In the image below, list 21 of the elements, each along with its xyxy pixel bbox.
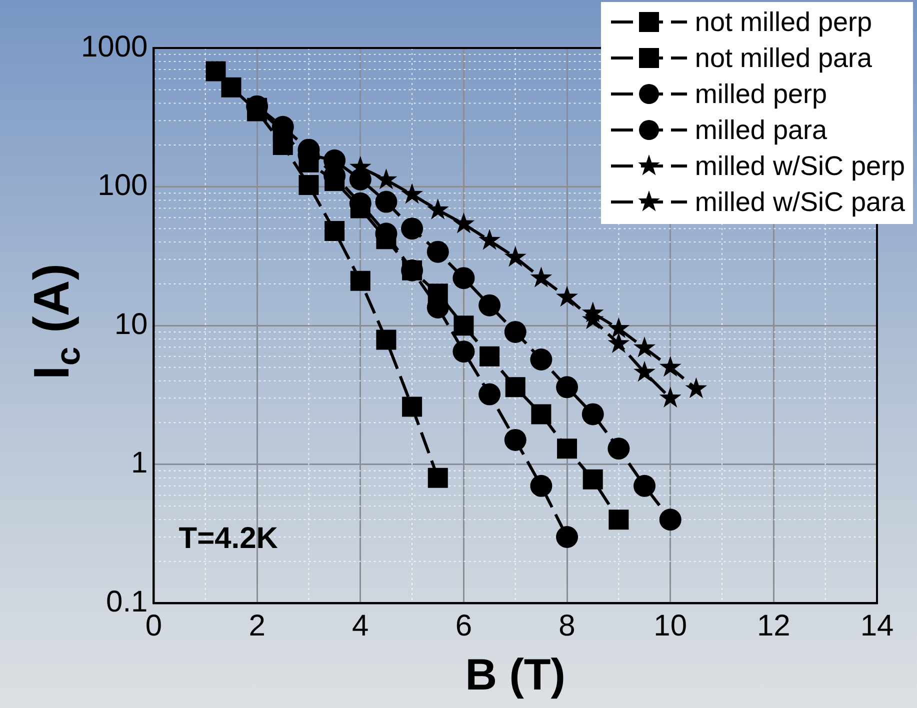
- legend-label: milled w/SiC perp: [694, 150, 905, 182]
- legend-label: not milled para: [694, 42, 872, 74]
- legend-label: milled w/SiC para: [694, 186, 905, 218]
- x-tick-label: 6: [455, 609, 472, 642]
- y-tick-label: 100: [98, 169, 148, 202]
- x-tick-label: 14: [860, 609, 894, 642]
- x-tick-label: 2: [248, 609, 266, 642]
- legend-label: not milled perp: [694, 6, 872, 38]
- legend-label: milled perp: [694, 78, 827, 110]
- x-axis-title: B (T): [465, 650, 566, 700]
- x-tick-label: 12: [756, 609, 790, 642]
- x-tick-label: 0: [145, 609, 162, 642]
- annotation: T=4.2K: [178, 522, 278, 556]
- y-tick-label: 1: [131, 446, 148, 480]
- x-tick-label: 4: [352, 609, 369, 642]
- x-tick-label: 8: [558, 609, 576, 642]
- y-tick-label: 0.1: [106, 585, 148, 618]
- y-tick-label: 10: [114, 308, 148, 341]
- x-tick-label: 10: [654, 609, 688, 642]
- y-tick-label: 1000: [80, 30, 148, 64]
- legend-label: milled para: [694, 114, 827, 146]
